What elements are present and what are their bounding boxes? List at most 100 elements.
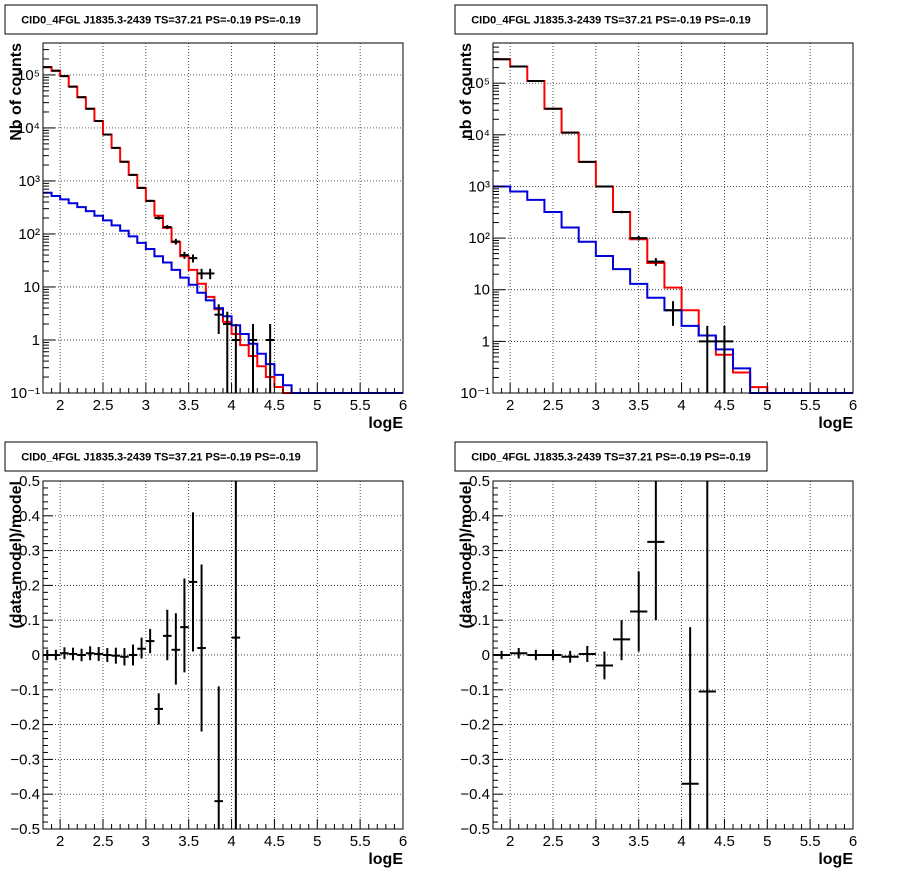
- y-tick-label: 0: [32, 647, 40, 664]
- y-tick-label: 10⁴: [467, 127, 490, 144]
- y-tick-label: 0.5: [469, 473, 490, 490]
- x-tick-label: 2: [506, 397, 514, 414]
- data-point: [527, 649, 545, 661]
- x-tick-label: 4: [677, 397, 685, 414]
- x-tick-label: 5: [763, 397, 771, 414]
- data-point: [163, 225, 172, 230]
- data-point: [578, 645, 596, 662]
- data-point: [197, 564, 206, 732]
- x-tick-label: 4.5: [264, 397, 285, 414]
- x-tick-label: 4: [677, 833, 685, 850]
- data-point: [163, 609, 172, 661]
- y-tick-label: 0.5: [19, 473, 40, 490]
- y-tick-label: −0.1: [10, 682, 40, 699]
- x-tick-label: 4: [227, 833, 235, 850]
- y-tick-label: −0.3: [10, 751, 40, 768]
- y-tick-label: −0.2: [460, 717, 490, 734]
- y-tick-label: 10²: [468, 230, 490, 247]
- x-tick-label: 2.5: [93, 833, 114, 850]
- data-point: [137, 637, 146, 659]
- x-tick-label: 4.5: [264, 833, 285, 850]
- x-axis-label: logE: [818, 851, 853, 868]
- x-tick-label: 2.5: [543, 833, 564, 850]
- title-box: [4, 441, 318, 472]
- data-point: [630, 571, 648, 652]
- x-tick-label: 2: [56, 397, 64, 414]
- x-tick-label: 5.5: [350, 833, 371, 850]
- data-point: [137, 186, 146, 189]
- chart-panel-1: 2 2.5 3 3.5 4 4.5 5 5.5 6 10⁻¹ 1 10 10² 10³ 10⁴ 10⁵ logE…: [4, 4, 407, 432]
- y-tick-label: 0.4: [469, 508, 490, 525]
- x-tick-label: 4: [227, 397, 235, 414]
- chart-title: CID0_4FGL J1835.3-2439 TS=37.21 PS=-0.19…: [21, 452, 301, 464]
- chart-title: CID0_4FGL J1835.3-2439 TS=37.21 PS=-0.19…: [471, 452, 751, 464]
- y-tick-label: 1: [482, 333, 490, 350]
- y-tick-label: 0.4: [19, 508, 40, 525]
- data-point: [664, 301, 682, 326]
- x-tick-label: 3: [592, 833, 600, 850]
- x-axis-label: logE: [368, 851, 403, 868]
- x-tick-label: 2.5: [543, 397, 564, 414]
- data-point: [715, 325, 733, 393]
- y-tick-label: 0.3: [469, 543, 490, 560]
- y-axis-label: nb of counts: [458, 43, 475, 139]
- data-point: [188, 512, 198, 652]
- data-point: [128, 173, 138, 176]
- x-tick-label: 5: [763, 833, 771, 850]
- data-point: [231, 324, 241, 393]
- plot-frame: [492, 42, 854, 394]
- y-axis-label: Nb of counts: [8, 43, 25, 141]
- data-point: [647, 258, 665, 266]
- data-point: [103, 648, 112, 662]
- y-tick-label: −0.3: [460, 751, 490, 768]
- y-tick-label: −0.2: [10, 717, 40, 734]
- data-point: [265, 324, 275, 393]
- data-point: [214, 304, 223, 334]
- y-tick-label: −0.1: [460, 682, 490, 699]
- data-point: [510, 648, 528, 659]
- title-box: [4, 4, 318, 35]
- data-point: [698, 325, 716, 393]
- y-tick-label: 10³: [18, 173, 40, 190]
- data-point: [647, 481, 665, 621]
- x-tick-label: 3: [592, 397, 600, 414]
- x-tick-label: 5.5: [800, 833, 821, 850]
- data-point: [171, 613, 181, 685]
- data-point: [68, 647, 78, 661]
- x-tick-label: 6: [399, 397, 407, 414]
- x-tick-label: 2: [506, 833, 514, 850]
- x-tick-label: 5: [313, 833, 321, 850]
- x-axis-label: logE: [368, 415, 403, 432]
- x-tick-label: 3: [142, 833, 150, 850]
- data-point: [613, 620, 631, 661]
- data-point: [111, 146, 121, 149]
- y-tick-label: 0.2: [19, 577, 40, 594]
- x-tick-label: 5.5: [350, 397, 371, 414]
- y-tick-label: 10⁴: [17, 120, 40, 137]
- data-point: [214, 686, 223, 829]
- title-box: [454, 4, 768, 35]
- data-point: [188, 254, 198, 263]
- data-point: [595, 651, 613, 680]
- data-point: [85, 646, 95, 661]
- data-point: [595, 185, 613, 188]
- y-axis-label: (data-model)/model: [458, 481, 475, 629]
- model-histogram-1: [43, 66, 403, 394]
- x-tick-label: 4.5: [714, 833, 735, 850]
- y-tick-label: −0.5: [460, 821, 490, 838]
- data-point: [578, 160, 596, 163]
- x-tick-label: 6: [849, 397, 857, 414]
- y-tick-label: −0.4: [460, 786, 490, 803]
- title-box: [454, 441, 768, 472]
- data-point: [630, 235, 648, 241]
- y-axis-label: (data-model)/model: [8, 481, 25, 629]
- x-tick-label: 3.5: [178, 397, 199, 414]
- data-point: [171, 238, 181, 245]
- data-point: [561, 650, 579, 663]
- y-tick-label: 10³: [468, 178, 490, 195]
- y-tick-label: 10²: [18, 226, 40, 243]
- plot-frame: [42, 42, 404, 394]
- chart-panel-3: 2 2.5 3 3.5 4 4.5 5 5.5 6 −0.5 −0.4 −0.3 −0.2 −0.1 0 0.…: [4, 441, 407, 868]
- x-tick-label: 3.5: [628, 833, 649, 850]
- x-tick-label: 5: [313, 397, 321, 414]
